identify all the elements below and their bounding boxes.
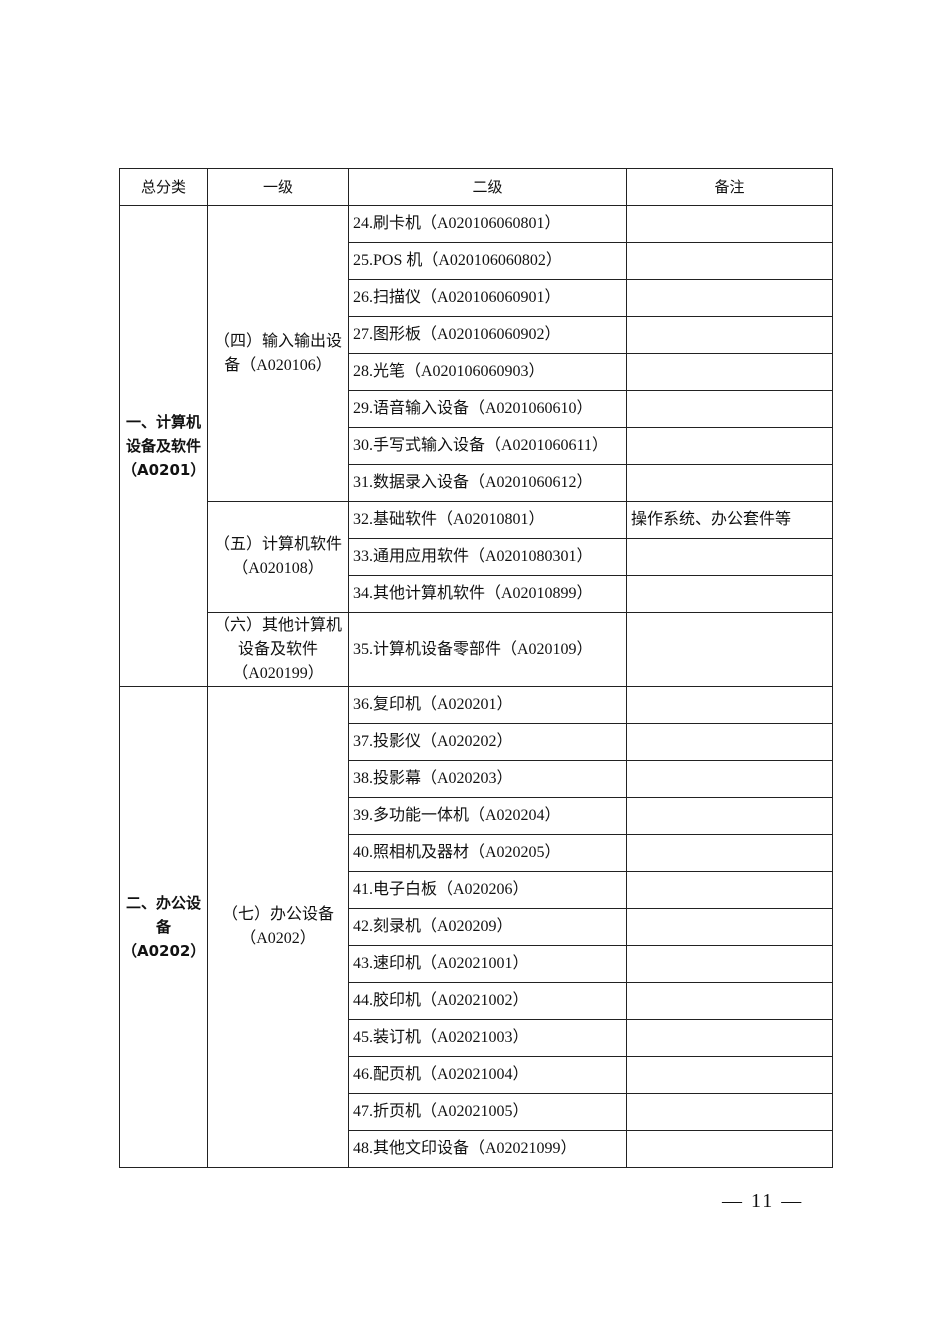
table-row: 47.折页机（A02021005） [120,1093,833,1131]
level2-cell: 38.投影幕（A020203） [348,760,627,798]
level2-cell: 45.装订机（A02021003） [348,1019,627,1057]
table-row: 48.其他文印设备（A02021099） [120,1130,833,1168]
level1-cell: （五）计算机软件（A020108） [207,501,349,613]
notes-cell [626,1019,833,1057]
notes-cell [626,427,833,465]
notes-cell [626,390,833,428]
notes-cell [626,797,833,835]
category-cell: 一、计算机设备及软件（A0201） [119,205,208,687]
table-row: 29.语音输入设备（A0201060610） [120,390,833,428]
level2-cell: 42.刻录机（A020209） [348,908,627,946]
notes-cell [626,279,833,317]
table-row: 46.配页机（A02021004） [120,1056,833,1094]
notes-cell [626,982,833,1020]
level2-cell: 27.图形板（A020106060902） [348,316,627,354]
notes-cell [626,464,833,502]
level2-cell: 48.其他文印设备（A02021099） [348,1130,627,1168]
notes-cell [626,871,833,909]
level2-cell: 39.多功能一体机（A020204） [348,797,627,835]
level2-cell: 31.数据录入设备（A0201060612） [348,464,627,502]
level2-cell: 44.胶印机（A02021002） [348,982,627,1020]
level2-cell: 43.速印机（A02021001） [348,945,627,983]
notes-cell [626,1130,833,1168]
level2-cell: 36.复印机（A020201） [348,686,627,724]
table-row: 45.装订机（A02021003） [120,1019,833,1057]
table-row: （六）其他计算机设备及软件（A020199） 35.计算机设备零部件（A02010… [120,612,833,687]
table-row: 42.刻录机（A020209） [120,908,833,946]
level1-cell: （六）其他计算机设备及软件（A020199） [207,612,349,687]
notes-cell [626,316,833,354]
level2-cell: 25.POS 机（A020106060802） [348,242,627,280]
table-row: 30.手写式输入设备（A0201060611） [120,427,833,465]
notes-cell [626,575,833,613]
table-row: 25.POS 机（A020106060802） [120,242,833,280]
classification-table: 总分类 一级 二级 备注 一、计算机设备及软件（A0201） （四）输入输出设备（… [119,168,833,1168]
level2-cell: 40.照相机及器材（A020205） [348,834,627,872]
level2-cell: 37.投影仪（A020202） [348,723,627,761]
table-body: 一、计算机设备及软件（A0201） （四）输入输出设备（A020106） 24.刷卡… [119,205,833,1168]
notes-cell [626,834,833,872]
table-row: 二、办公设备（A0202） （七）办公设备（A0202） 36.复印机（A02020… [119,686,833,1168]
header-row: 总分类 一级 二级 备注 [119,168,833,206]
level2-cell: 26.扫描仪（A020106060901） [348,279,627,317]
notes-cell [626,686,833,724]
notes-cell [626,353,833,391]
level2-cell: 29.语音输入设备（A0201060610） [348,390,627,428]
header-level1: 一级 [207,168,349,206]
notes-cell [626,1093,833,1131]
level2-cell: 34.其他计算机软件（A02010899） [348,575,627,613]
notes-cell [626,242,833,280]
header-level2: 二级 [348,168,627,206]
notes-cell [626,205,833,243]
level1-cell: （七）办公设备（A0202） [207,686,349,1168]
notes-cell [626,908,833,946]
table-row: 43.速印机（A02021001） [120,945,833,983]
level1-cell: （四）输入输出设备（A020106） [207,205,349,502]
notes-cell [626,723,833,761]
table-row: 39.多功能一体机（A020204） [120,797,833,835]
table-row: （五）计算机软件（A020108） 32.基础软件（A02010801） 操作系统、… [120,501,833,613]
level2-cell: 46.配页机（A02021004） [348,1056,627,1094]
level2-cell: 33.通用应用软件（A0201080301） [348,538,627,576]
notes-cell [626,760,833,798]
level2-cell: 41.电子白板（A020206） [348,871,627,909]
header-notes: 备注 [626,168,833,206]
level2-cell: 32.基础软件（A02010801） [348,501,627,539]
table-row: 38.投影幕（A020203） [120,760,833,798]
table-row: 40.照相机及器材（A020205） [120,834,833,872]
level2-cell: 47.折页机（A02021005） [348,1093,627,1131]
table-row: 一、计算机设备及软件（A0201） （四）输入输出设备（A020106） 24.刷卡… [119,205,833,687]
notes-cell [626,945,833,983]
notes-cell: 操作系统、办公套件等 [626,501,833,539]
table-row: 31.数据录入设备（A0201060612） [120,464,833,502]
notes-cell [626,612,833,687]
page-number: — 11 — [722,1190,804,1212]
level2-cell: 28.光笔（A020106060903） [348,353,627,391]
category-cell: 二、办公设备（A0202） [119,686,208,1168]
table-row: 44.胶印机（A02021002） [120,982,833,1020]
level2-cell: 30.手写式输入设备（A0201060611） [348,427,627,465]
table-row: 37.投影仪（A020202） [120,723,833,761]
notes-cell [626,538,833,576]
table-row: 41.电子白板（A020206） [120,871,833,909]
notes-cell [626,1056,833,1094]
level2-cell: 35.计算机设备零部件（A020109） [348,612,627,687]
header-category: 总分类 [119,168,208,206]
table-row: 33.通用应用软件（A0201080301） [120,538,833,576]
level2-cell: 24.刷卡机（A020106060801） [348,205,627,243]
table-row: 27.图形板（A020106060902） [120,316,833,354]
